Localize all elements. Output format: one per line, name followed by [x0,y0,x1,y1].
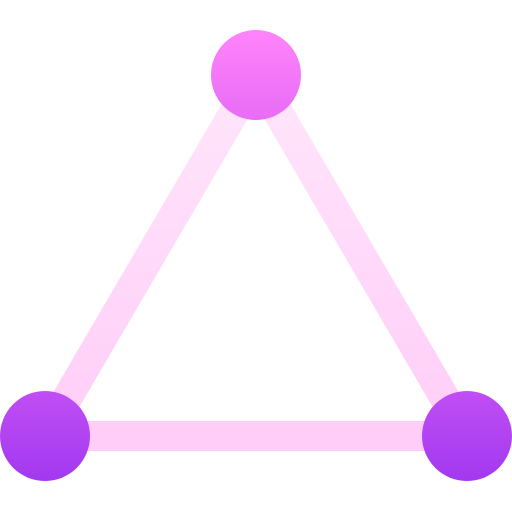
node-top [211,30,301,120]
edge-top-left [30,60,271,451]
node-bottom-left [0,391,90,481]
edge-top-right [241,60,482,451]
triangle-edges [30,60,482,451]
node-bottom-right [422,391,512,481]
triangle-nodes [0,30,512,481]
